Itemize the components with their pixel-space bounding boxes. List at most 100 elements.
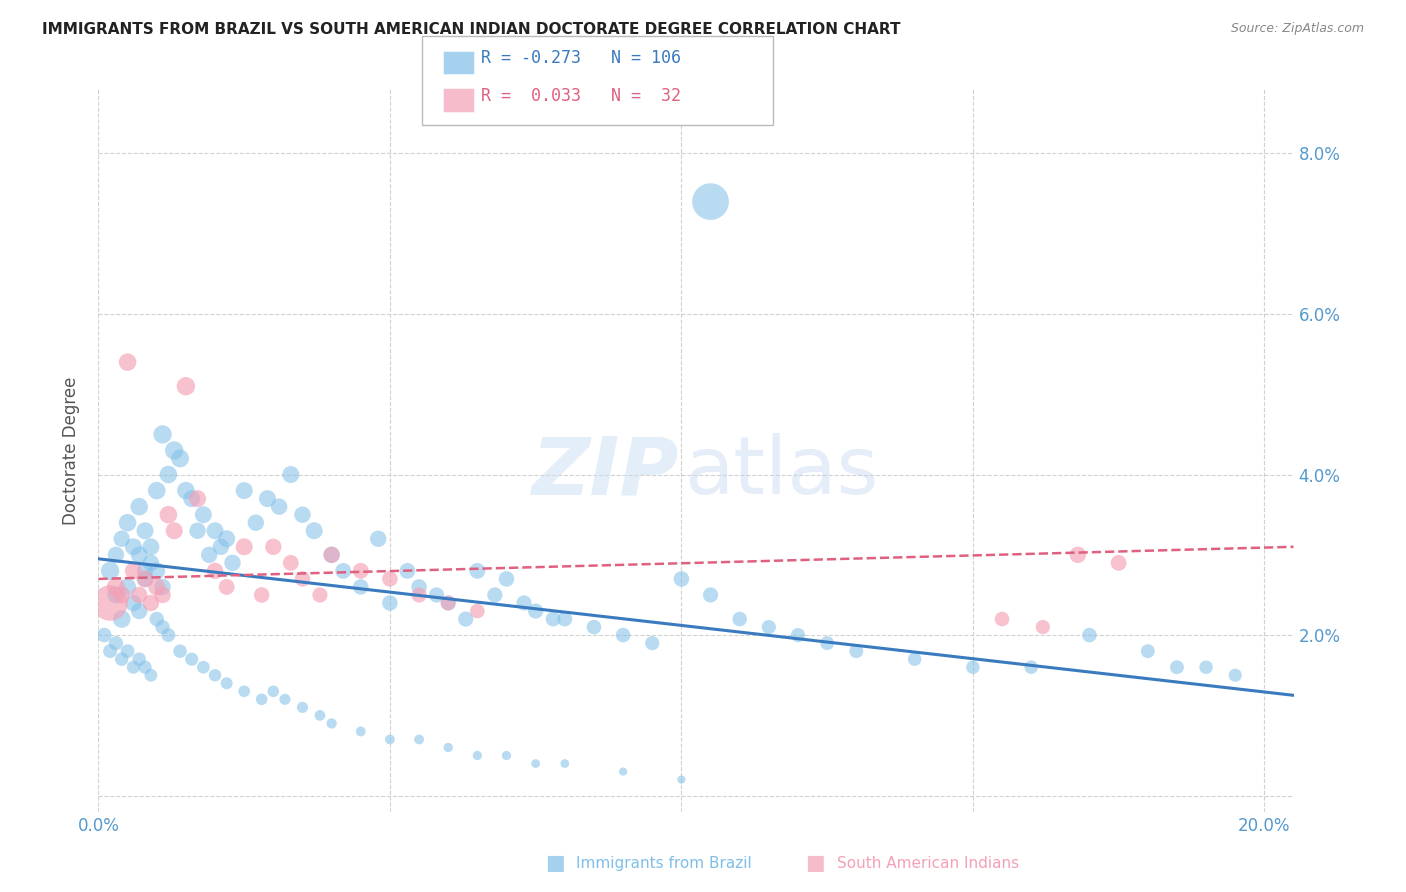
Point (117, 580, 139, 594)
Point (245, 516, 267, 530)
Text: Immigrants from Brazil: Immigrants from Brazil (576, 856, 752, 871)
Point (104, 580, 127, 594)
Text: atlas: atlas (685, 434, 879, 511)
Point (612, 764, 634, 779)
Point (193, 508, 215, 522)
Point (437, 596, 460, 610)
Point (612, 628, 634, 642)
Point (145, 580, 167, 594)
Point (157, 467, 180, 482)
Point (280, 556, 302, 570)
Point (396, 564, 419, 578)
Point (467, 564, 489, 578)
Point (1195, 660, 1218, 674)
Point (204, 524, 226, 538)
Point (291, 572, 314, 586)
Point (152, 427, 174, 442)
Point (98, 596, 121, 610)
Text: ■: ■ (806, 854, 825, 873)
Point (233, 684, 256, 698)
Point (309, 708, 332, 723)
Point (139, 540, 162, 554)
Point (122, 540, 145, 554)
Point (291, 508, 314, 522)
Point (425, 588, 447, 602)
Point (152, 588, 174, 602)
Point (215, 676, 238, 690)
Point (117, 355, 139, 369)
Point (495, 748, 517, 763)
Point (321, 548, 343, 562)
Point (467, 604, 489, 618)
Point (454, 612, 477, 626)
Point (145, 564, 167, 578)
Point (378, 596, 401, 610)
Point (332, 564, 354, 578)
Point (134, 524, 156, 538)
Point (1166, 660, 1188, 674)
Point (163, 443, 186, 458)
Point (139, 596, 162, 610)
Point (250, 588, 273, 602)
Point (845, 644, 868, 658)
Point (134, 572, 156, 586)
Text: R =  0.033   N =  32: R = 0.033 N = 32 (481, 87, 681, 104)
Point (186, 524, 208, 538)
Point (524, 756, 547, 771)
Point (111, 652, 134, 666)
Point (128, 588, 150, 602)
Point (513, 596, 536, 610)
Point (128, 500, 150, 514)
Point (128, 604, 150, 618)
Point (169, 644, 191, 658)
Point (280, 467, 302, 482)
Point (484, 588, 506, 602)
Point (209, 540, 232, 554)
Point (408, 732, 430, 747)
Point (962, 660, 984, 674)
Text: IMMIGRANTS FROM BRAZIL VS SOUTH AMERICAN INDIAN DOCTORATE DEGREE CORRELATION CHA: IMMIGRANTS FROM BRAZIL VS SOUTH AMERICAN… (42, 22, 901, 37)
Point (274, 692, 297, 706)
Point (350, 724, 373, 739)
Point (309, 588, 332, 602)
Point (787, 628, 810, 642)
Point (641, 636, 664, 650)
Point (117, 644, 139, 658)
Point (437, 740, 460, 755)
Point (524, 604, 547, 618)
Point (291, 700, 314, 714)
Point (128, 652, 150, 666)
Point (221, 556, 243, 570)
Point (169, 451, 191, 466)
Point (152, 620, 174, 634)
Point (157, 508, 180, 522)
Point (541, 612, 564, 626)
Point (758, 620, 780, 634)
Point (174, 379, 197, 393)
Point (1019, 660, 1042, 674)
Point (104, 548, 127, 562)
Point (699, 194, 721, 209)
Point (93, 628, 115, 642)
Point (699, 588, 721, 602)
Point (98, 564, 121, 578)
Point (728, 612, 751, 626)
Point (186, 491, 208, 506)
Point (495, 572, 517, 586)
Point (233, 483, 256, 498)
Point (134, 572, 156, 586)
Point (122, 564, 145, 578)
Point (991, 612, 1014, 626)
Point (262, 540, 284, 554)
Point (152, 580, 174, 594)
Text: ZIP: ZIP (530, 434, 678, 511)
Point (671, 572, 693, 586)
Point (134, 660, 156, 674)
Point (321, 548, 343, 562)
Point (134, 564, 156, 578)
Y-axis label: Doctorate Degree: Doctorate Degree (62, 376, 80, 524)
Point (128, 548, 150, 562)
Point (350, 580, 373, 594)
Text: Source: ZipAtlas.com: Source: ZipAtlas.com (1230, 22, 1364, 36)
Point (111, 612, 134, 626)
